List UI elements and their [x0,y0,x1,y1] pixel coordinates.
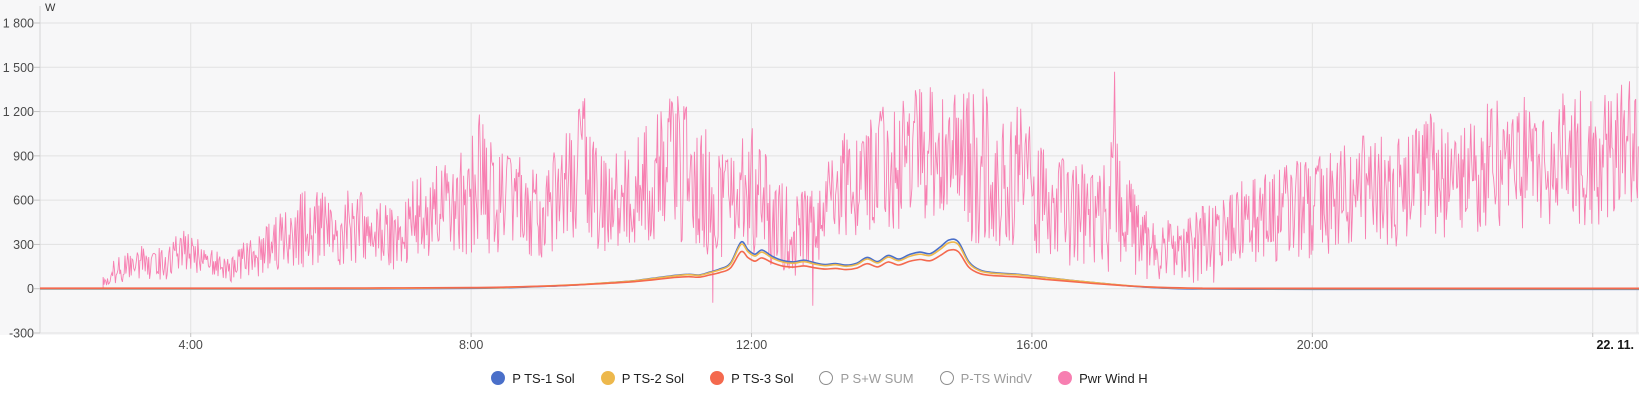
legend-label-p-s-w-sum: P S+W SUM [840,370,914,386]
svg-text:22. 11.: 22. 11. [1596,338,1634,352]
chart-legend: P TS-1 Sol P TS-2 Sol P TS-3 Sol P S+W SUM P… [0,356,1639,400]
legend-item-p-s-w-sum[interactable]: P S+W SUM [819,370,914,386]
y-tick-labels: 1 800 1 500 1 200 900 600 300 0 -300 [3,17,34,341]
power-chart-canvas[interactable]: 1 800 1 500 1 200 900 600 300 0 -300 4:00 8:00 12:… [0,0,1639,356]
legend-item-p-ts-2-sol[interactable]: P TS-2 Sol [600,370,685,386]
series-hollow-dot-p-ts-windv [939,371,954,385]
svg-text:8:00: 8:00 [459,338,483,352]
x-tick-labels: 4:00 8:00 12:00 16:00 20:00 22. 11. [179,338,1634,352]
svg-text:20:00: 20:00 [1297,338,1328,352]
y-axis-unit-label: W [45,2,56,14]
axis-ticks [34,22,1594,337]
svg-text:0: 0 [27,282,34,296]
svg-text:12:00: 12:00 [736,338,767,352]
svg-text:1 800: 1 800 [3,17,34,31]
svg-text:1 200: 1 200 [3,105,34,119]
legend-item-pwr-wind-h[interactable]: Pwr Wind H [1058,371,1148,386]
plot-background [0,0,1639,335]
legend-item-p-ts-3-sol[interactable]: P TS-3 Sol [710,371,793,386]
legend-label-p-ts-windv: P-TS WindV [960,370,1033,386]
svg-text:1 500: 1 500 [3,61,34,75]
wind-h-series-line [102,71,1639,306]
svg-text:16:00: 16:00 [1016,338,1047,352]
series-color-dot-p-ts-1-sol [491,371,506,385]
svg-text:600: 600 [13,194,34,208]
series-color-dot-p-ts-3-sol [710,371,725,385]
legend-label-p-ts-3-sol: P TS-3 Sol [731,370,794,386]
legend-label-p-ts-2-sol: P TS-2 Sol [621,370,685,386]
legend-label-p-ts-1-sol: P TS-1 Sol [512,370,575,386]
legend-item-p-ts-windv[interactable]: P-TS WindV [939,370,1033,386]
legend-item-p-ts-1-sol[interactable]: P TS-1 Sol [491,370,575,386]
svg-text:-300: -300 [9,327,34,341]
svg-text:4:00: 4:00 [179,338,203,352]
svg-text:300: 300 [13,238,34,252]
solar-ts3-series-line [40,248,1639,290]
series-hollow-dot-p-s-w-sum [819,371,834,385]
series-color-dot-p-ts-2-sol [600,371,615,385]
svg-text:900: 900 [13,149,34,163]
series-color-dot-pwr-wind-h [1058,371,1073,385]
solar-ts2-series-line [39,241,1639,290]
legend-label-pwr-wind-h: Pwr Wind H [1079,370,1148,386]
